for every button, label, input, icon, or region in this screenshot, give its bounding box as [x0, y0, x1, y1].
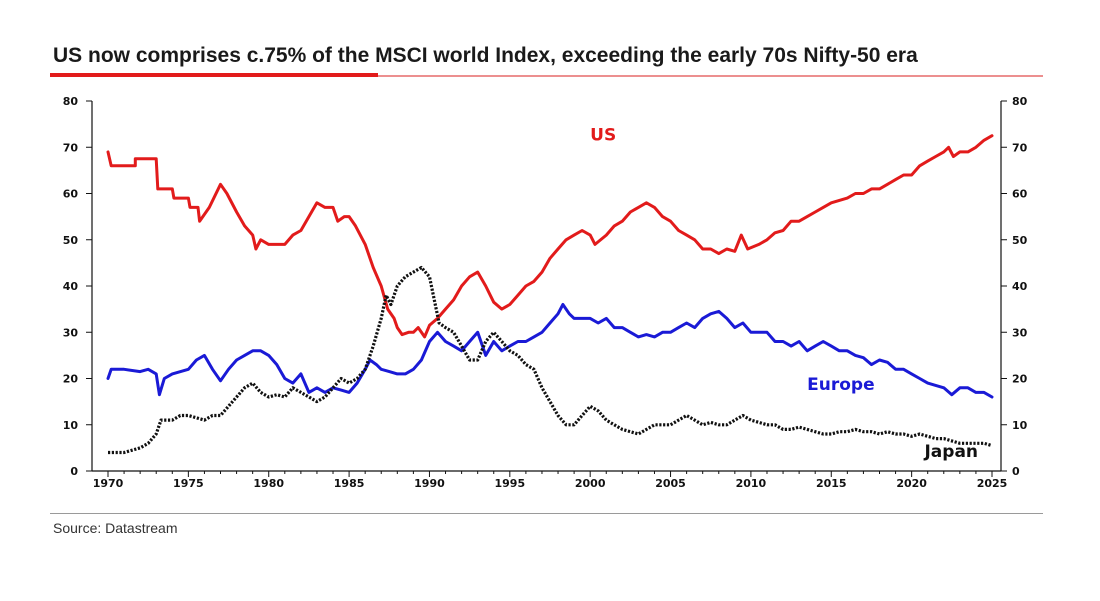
title-underline: [50, 75, 1043, 77]
y-tick-label-right: 30: [1012, 326, 1028, 339]
x-tick-label: 2010: [736, 477, 767, 490]
title-accent-bar: [50, 73, 378, 77]
y-tick-label-right: 80: [1012, 95, 1028, 108]
x-tick-label: 1990: [414, 477, 445, 490]
source-note: Source: Datastream: [53, 520, 178, 536]
y-tick-label-left: 20: [63, 373, 79, 386]
y-tick-label-right: 70: [1012, 141, 1028, 154]
x-tick-label: 2020: [896, 477, 927, 490]
x-tick-label: 1975: [173, 477, 204, 490]
x-tick-label: 2015: [816, 477, 847, 490]
y-tick-label-right: 40: [1012, 280, 1028, 293]
y-tick-label-left: 10: [63, 419, 79, 432]
series-labels: US Europe Japan: [590, 125, 978, 462]
x-tick-label: 2005: [655, 477, 686, 490]
chart-title: US now comprises c.75% of the MSCI world…: [53, 44, 918, 67]
y-tick-label-right: 10: [1012, 419, 1028, 432]
y-tick-label-right: 20: [1012, 373, 1028, 386]
y-tick-label-right: 60: [1012, 188, 1028, 201]
y-tick-label-right: 0: [1012, 465, 1020, 478]
y-tick-label-right: 50: [1012, 234, 1028, 247]
series-label-us: US: [590, 125, 616, 145]
y-tick-label-left: 60: [63, 188, 79, 201]
y-tick-label-left: 70: [63, 141, 79, 154]
series-label-europe: Europe: [807, 375, 874, 395]
series-line-europe: [106, 303, 994, 399]
x-tick-label: 2025: [977, 477, 1008, 490]
y-tick-label-left: 30: [63, 326, 79, 339]
series-line-us: [106, 134, 994, 339]
y-tick-label-left: 0: [70, 465, 78, 478]
series-line-japan: [108, 265, 993, 455]
x-tick-label: 2000: [575, 477, 606, 490]
chart-series: [106, 134, 994, 455]
x-tick-label: 1985: [334, 477, 365, 490]
x-tick-label: 1980: [253, 477, 284, 490]
x-tick-label: 1995: [495, 477, 526, 490]
series-label-japan: Japan: [923, 442, 978, 462]
y-tick-label-left: 50: [63, 234, 79, 247]
x-tick-label: 1970: [93, 477, 124, 490]
y-tick-label-left: 80: [63, 95, 79, 108]
y-tick-label-left: 40: [63, 280, 79, 293]
footer-divider: [50, 513, 1043, 514]
